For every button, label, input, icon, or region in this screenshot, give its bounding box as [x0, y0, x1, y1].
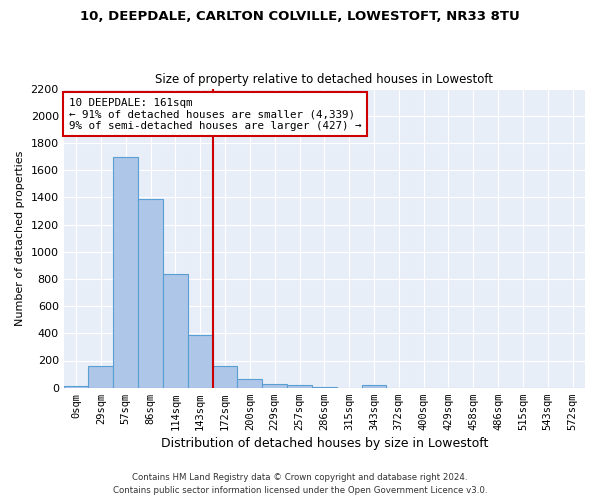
X-axis label: Distribution of detached houses by size in Lowestoft: Distribution of detached houses by size …	[161, 437, 488, 450]
Bar	[262, 384, 287, 388]
Text: 10, DEEPDALE, CARLTON COLVILLE, LOWESTOFT, NR33 8TU: 10, DEEPDALE, CARLTON COLVILLE, LOWESTOF…	[80, 10, 520, 23]
Bar	[188, 336, 212, 388]
Bar	[312, 387, 337, 388]
Bar	[287, 385, 312, 388]
Bar	[238, 379, 262, 388]
Bar	[138, 198, 163, 388]
Bar	[113, 156, 138, 388]
Y-axis label: Number of detached properties: Number of detached properties	[15, 150, 25, 326]
Text: 10 DEEPDALE: 161sqm
← 91% of detached houses are smaller (4,339)
9% of semi-deta: 10 DEEPDALE: 161sqm ← 91% of detached ho…	[69, 98, 361, 130]
Text: Contains HM Land Registry data © Crown copyright and database right 2024.
Contai: Contains HM Land Registry data © Crown c…	[113, 474, 487, 495]
Bar	[64, 386, 88, 388]
Bar	[163, 274, 188, 388]
Bar	[362, 384, 386, 388]
Title: Size of property relative to detached houses in Lowestoft: Size of property relative to detached ho…	[155, 73, 493, 86]
Bar	[212, 366, 238, 388]
Bar	[88, 366, 113, 388]
